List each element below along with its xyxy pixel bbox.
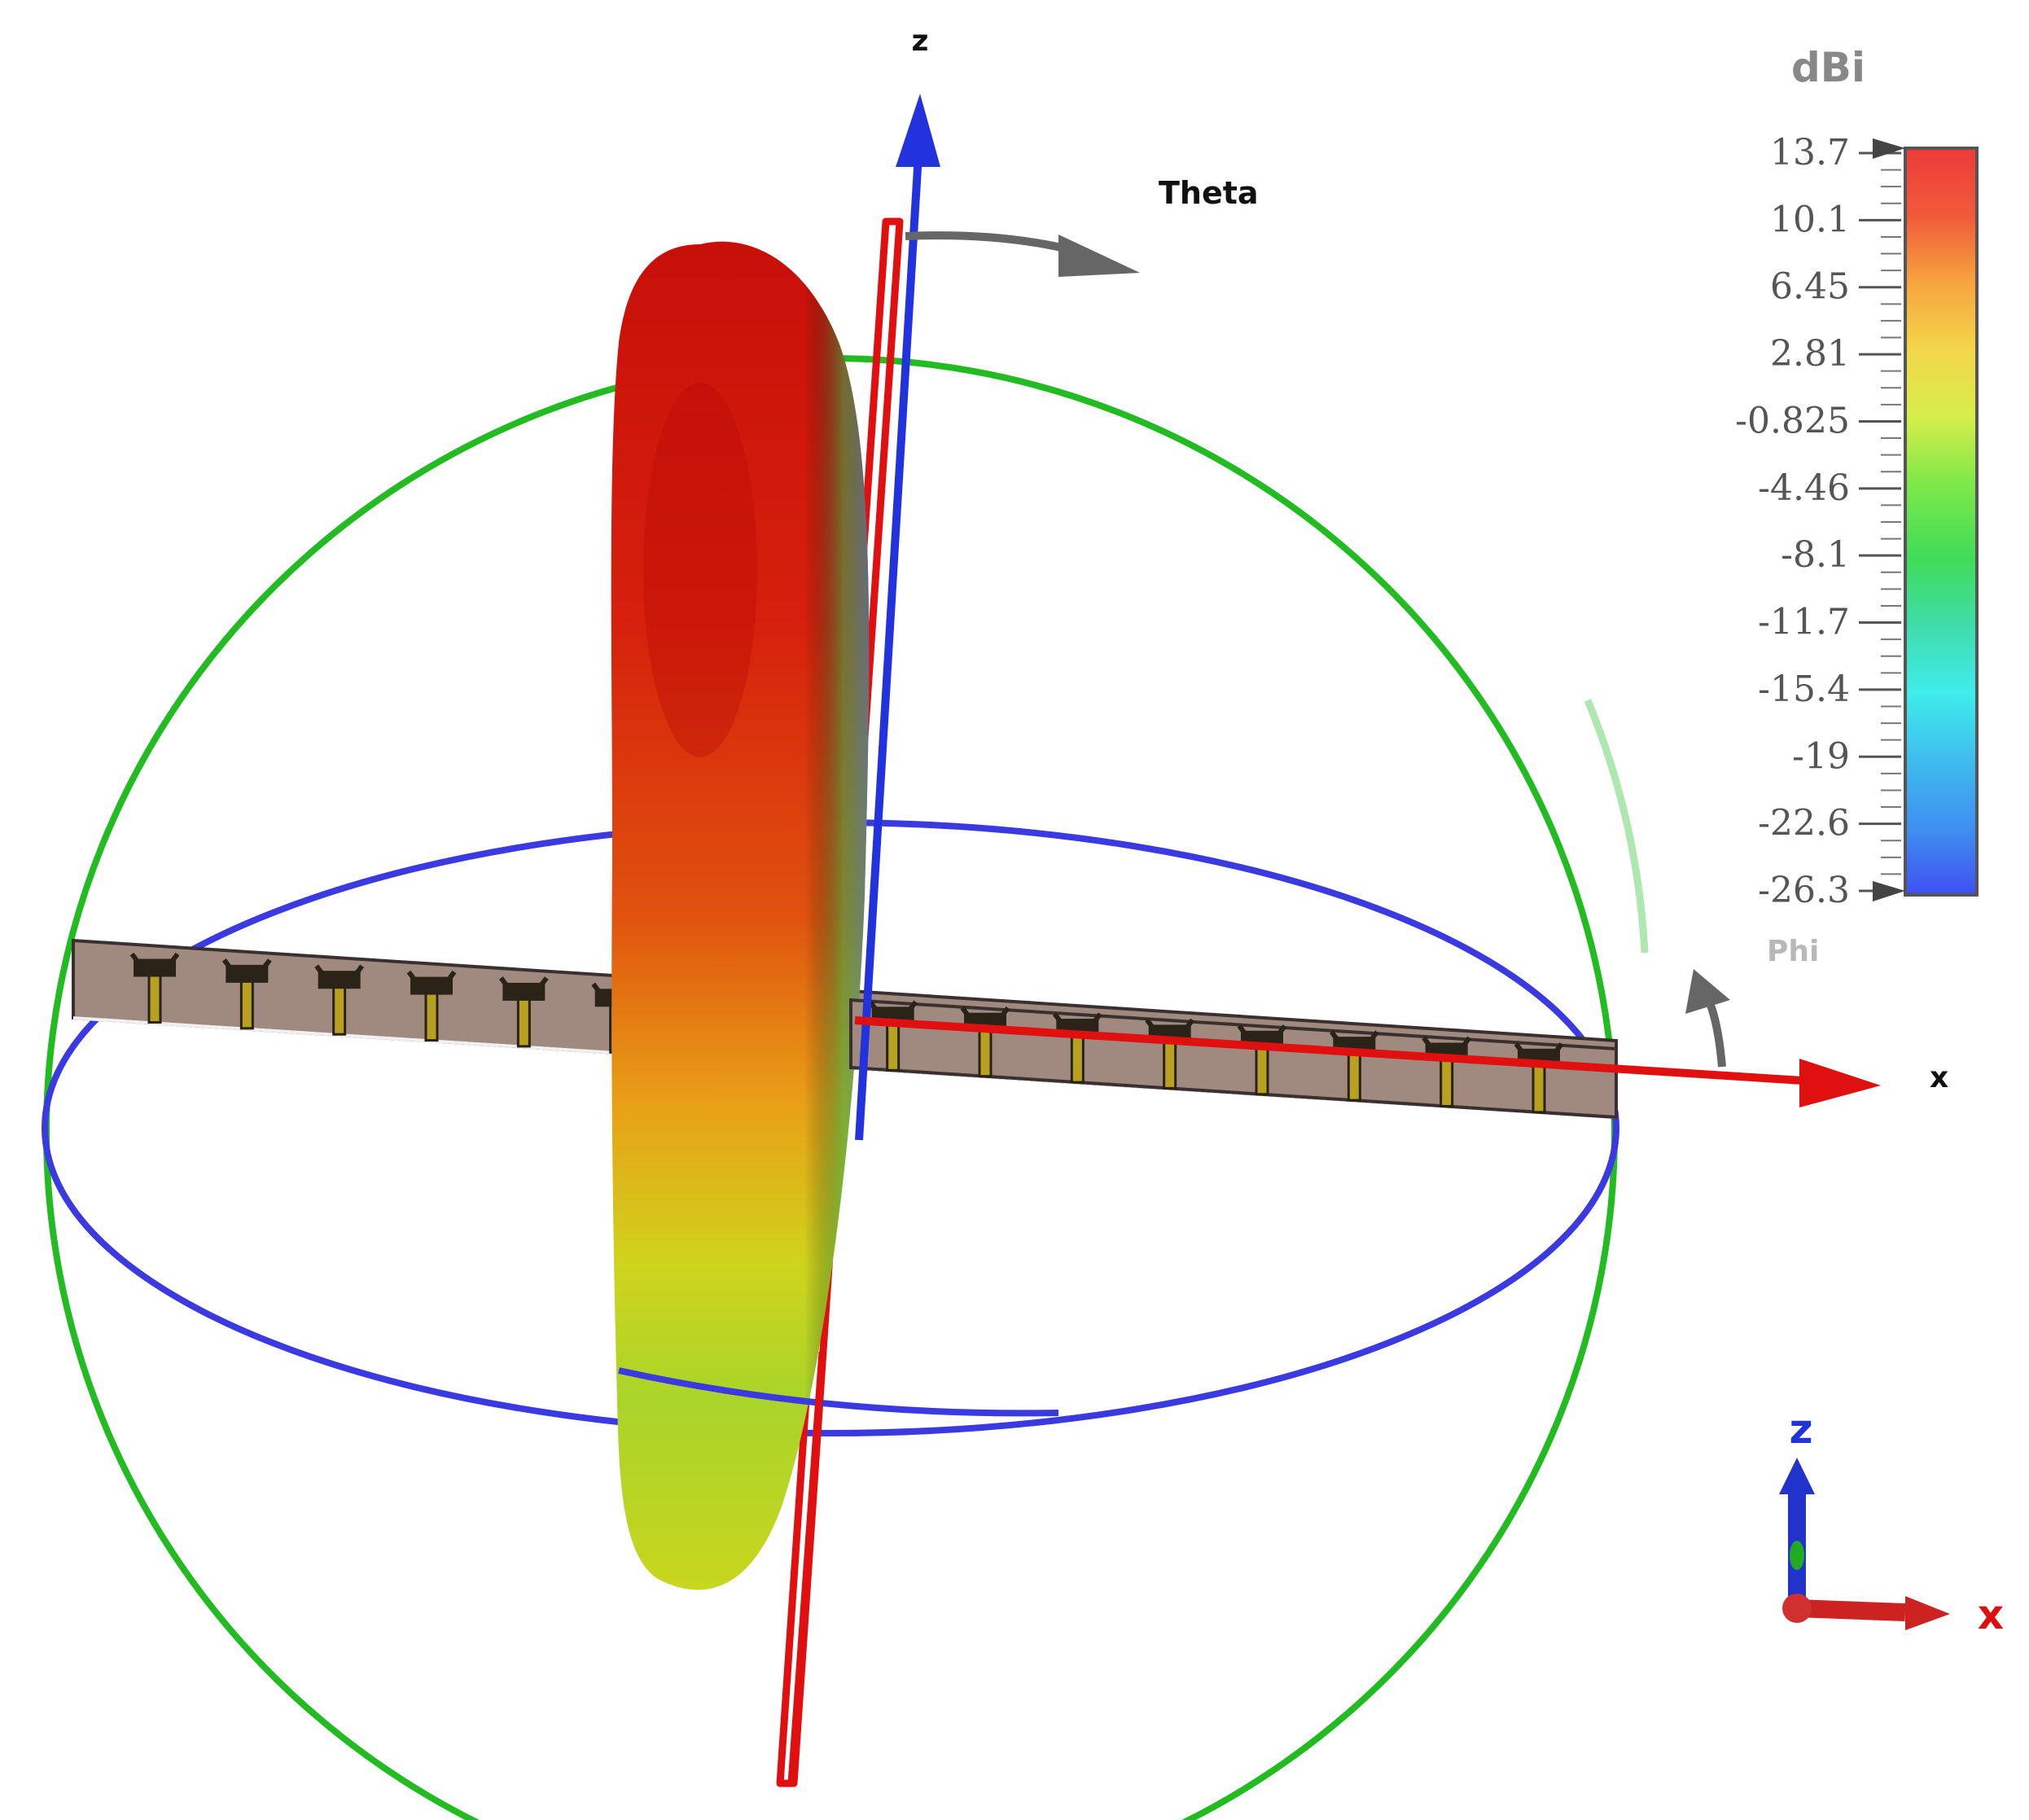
vertical-circle-highlight (1584, 699, 1649, 954)
legend-tick-label: 10.1 (1770, 199, 1850, 240)
array-element (129, 952, 180, 1024)
legend-max-marker (1873, 138, 1905, 159)
color-legend: dBi 13.7 10.1 6.45 2.81 -0.825 -4.46 -8.1 -11.7… (1735, 44, 1979, 911)
legend-unit: dBi (1791, 44, 1865, 91)
horizontal-circle-front (618, 1367, 1059, 1417)
legend-tick-label: 13.7 (1770, 132, 1850, 173)
legend-min-marker (1873, 881, 1905, 901)
legend-tick-label: 6.45 (1770, 266, 1850, 308)
legend-tick-label: -4.46 (1758, 467, 1850, 509)
phi-label: Phi (1767, 935, 1819, 968)
radiation-lobe (611, 241, 870, 1590)
legend-tick-label: -22.6 (1758, 803, 1850, 844)
x-axis-label: x (1930, 1061, 1948, 1094)
orientation-triad: z x (1779, 1406, 2004, 1638)
z-axis-label: z (912, 24, 929, 58)
x-axis (854, 1016, 1881, 1107)
theta-cut-front (787, 1351, 826, 1784)
legend-tick-label: -26.3 (1758, 870, 1850, 911)
triad-x-label: x (1978, 1591, 2004, 1638)
array-element (221, 958, 272, 1030)
theta-label: Theta (1159, 175, 1259, 211)
z-axis (855, 94, 940, 1141)
legend-color-bar (1904, 147, 1979, 897)
legend-tick-label: 2.81 (1770, 333, 1850, 375)
legend-tick-label: -15.4 (1758, 669, 1850, 710)
legend-tick-label: -19 (1792, 735, 1850, 777)
legend-tick-label: -0.825 (1735, 400, 1850, 441)
phi-arrow (1685, 969, 1730, 1068)
legend-tick-label: -8.1 (1781, 534, 1850, 576)
array-element (314, 964, 365, 1036)
theta-arrow (905, 231, 1140, 277)
triad-z-label: z (1789, 1406, 1812, 1453)
array-element (406, 970, 457, 1042)
array-element (498, 976, 549, 1048)
legend-tick-label: -11.7 (1758, 602, 1850, 643)
